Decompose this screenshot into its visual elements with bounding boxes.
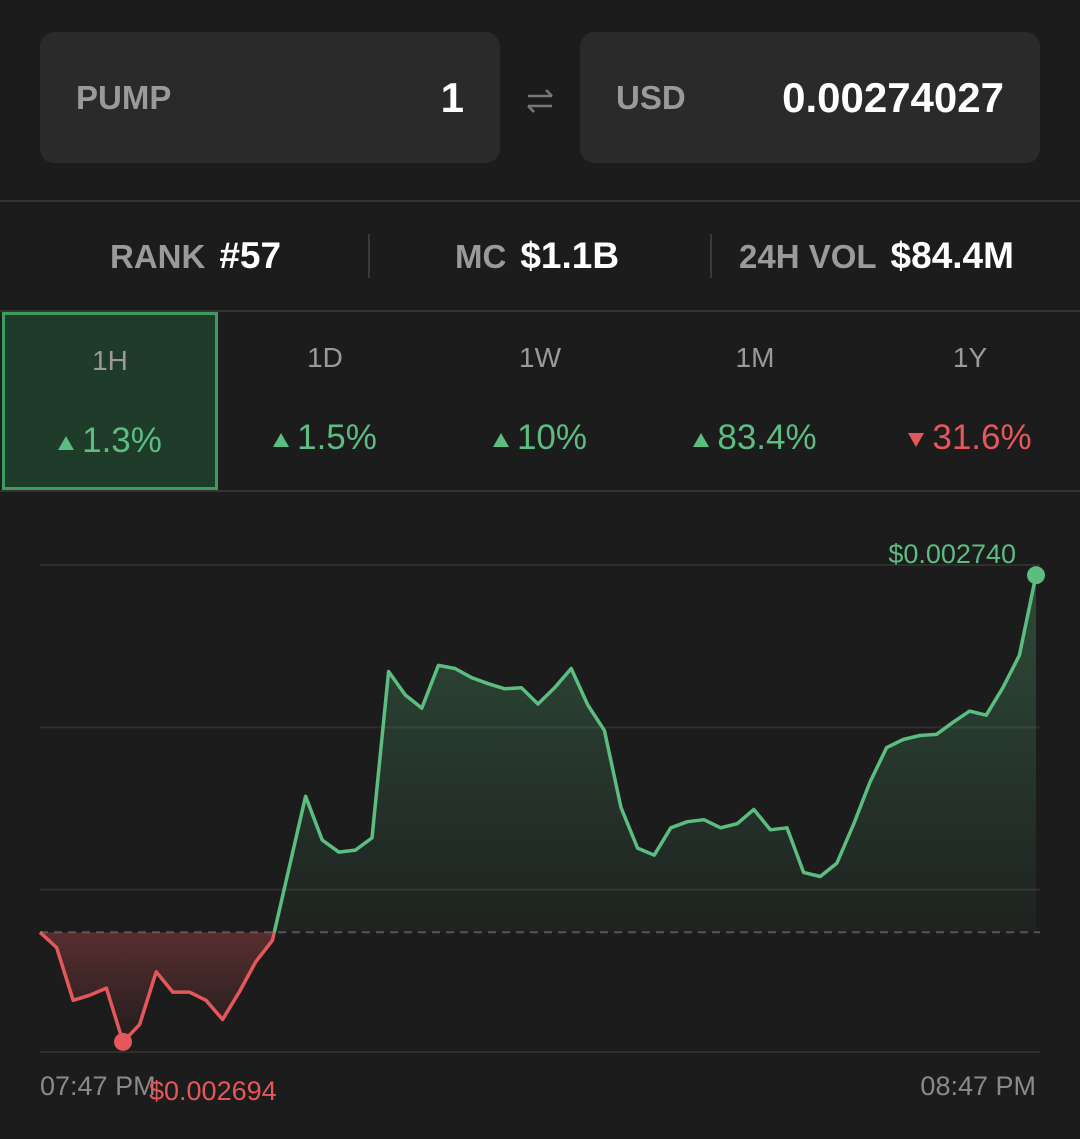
from-field[interactable]: PUMP 1 <box>40 32 500 163</box>
period-change: 83.4% <box>647 418 863 458</box>
value-label: $0.002694 <box>149 1076 277 1106</box>
change-value: 10% <box>516 418 588 457</box>
stat-value: $1.1B <box>520 235 620 276</box>
change-value: 83.4% <box>717 418 817 457</box>
stat: RANK #57 <box>110 202 281 310</box>
price-line <box>38 574 1038 1044</box>
change-value: 1.5% <box>297 418 377 457</box>
to-field[interactable]: USD 0.00274027 <box>580 32 1040 163</box>
divider <box>0 310 1080 312</box>
period-tab[interactable]: 1Y 31.6% <box>862 312 1078 490</box>
period-label: 1Y <box>952 342 988 373</box>
swap-icon[interactable] <box>522 86 558 116</box>
x-tick-label: 07:47 PM <box>40 1071 156 1101</box>
stat-value: #57 <box>219 235 282 276</box>
stat-label: 24H VOL <box>739 238 877 275</box>
separator <box>710 234 712 278</box>
direction-arrow <box>58 435 75 450</box>
stat: MC $1.1B <box>455 202 619 310</box>
period-change: 10% <box>432 418 648 458</box>
direction-arrow <box>908 432 925 447</box>
to-symbol: USD <box>616 79 686 116</box>
period-label: 1W <box>519 342 561 373</box>
separator <box>368 234 370 278</box>
divider <box>0 200 1080 202</box>
period-change: 1.3% <box>5 421 215 461</box>
direction-arrow <box>492 432 509 447</box>
change-value: 31.6% <box>932 418 1032 457</box>
value-label: $0.002740 <box>888 539 1016 569</box>
period-label: 1M <box>735 342 775 373</box>
from-amount: 1 <box>440 74 464 121</box>
period-label: 1H <box>92 345 128 376</box>
direction-arrow <box>273 432 290 447</box>
stat-label: MC <box>455 238 507 275</box>
period-tab[interactable]: 1W 10% <box>432 312 648 490</box>
stat-value: $84.4M <box>890 235 1014 276</box>
stat: 24H VOL $84.4M <box>739 202 1014 310</box>
x-tick-label: 08:47 PM <box>920 1071 1036 1101</box>
period-tab[interactable]: 1H 1.3% <box>2 312 218 490</box>
direction-arrow <box>693 432 710 447</box>
from-symbol: PUMP <box>76 79 172 116</box>
stat-label: RANK <box>110 238 206 275</box>
period-change: 31.6% <box>862 418 1078 458</box>
point-marker <box>114 1032 132 1051</box>
period-tab[interactable]: 1M 83.4% <box>647 312 863 490</box>
area-fill <box>40 575 1036 1042</box>
change-value: 1.3% <box>82 421 162 460</box>
period-label: 1D <box>307 342 343 373</box>
divider <box>0 490 1080 492</box>
period-tab[interactable]: 1D 1.5% <box>217 312 433 490</box>
point-marker <box>1027 566 1045 585</box>
to-amount: 0.00274027 <box>782 74 1004 121</box>
period-change: 1.5% <box>217 418 433 458</box>
